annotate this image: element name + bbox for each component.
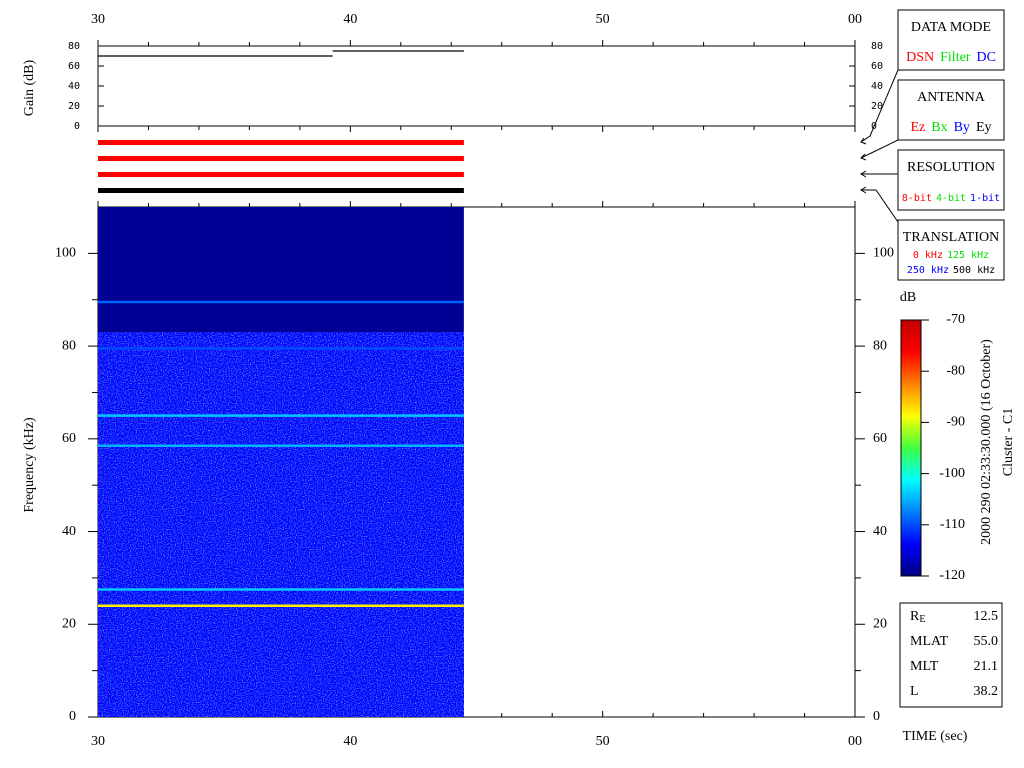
- legend-title: DATA MODE: [911, 20, 991, 35]
- y-tick-label: 60: [62, 431, 76, 446]
- y-tick-label: 60: [873, 431, 887, 446]
- legend-item: 8-bit: [902, 193, 932, 204]
- info-value: 55.0: [974, 634, 999, 649]
- legend-item: 4-bit: [936, 193, 966, 204]
- y-tick-label: 100: [55, 246, 76, 261]
- legend-box: [897, 9, 1005, 71]
- legend-row: 250 kHz 500 kHz: [907, 265, 995, 276]
- legend-item: Ey: [976, 120, 992, 135]
- colorbar-tick-label: -120: [939, 568, 965, 583]
- legend-item: 125 kHz: [947, 250, 989, 261]
- noise-texture: [98, 332, 464, 717]
- info-value: 12.5: [974, 609, 999, 624]
- legend-box: [897, 219, 1005, 281]
- colorbar-tick-label: -90: [946, 415, 965, 430]
- y-tick-label: 0: [74, 121, 80, 132]
- y-tick-label: 40: [873, 524, 887, 539]
- y-tick-label: 80: [871, 41, 883, 52]
- info-label: MLT: [910, 659, 939, 674]
- gain-frame: [97, 45, 856, 127]
- legend-title: RESOLUTION: [907, 160, 995, 175]
- colorbar-tick-label: -100: [939, 466, 965, 481]
- colorbar-label: dB: [900, 290, 916, 305]
- legend-item: 250 kHz: [907, 265, 949, 276]
- y-tick-label: 100: [873, 246, 894, 261]
- status-bar: [98, 140, 464, 145]
- info-label: L: [910, 684, 919, 699]
- legend-item: Bx: [931, 120, 947, 135]
- colorbar-tick-label: -70: [946, 312, 965, 327]
- legend-title: ANTENNA: [917, 90, 986, 105]
- info-label-text: R: [910, 609, 920, 624]
- legend-row: Ez Bx By Ey: [910, 120, 991, 135]
- info-label-text: MLAT: [910, 634, 949, 649]
- freq-axis-label: Frequency (kHz): [22, 417, 37, 513]
- legend-row: 8-bit 4-bit 1-bit: [902, 193, 1000, 204]
- legend-box: [897, 79, 1005, 141]
- legend-item: 1-bit: [970, 193, 1000, 204]
- y-tick-label: 40: [62, 524, 76, 539]
- time-axis-label: TIME (sec): [903, 729, 968, 744]
- x-tick-label: 50: [596, 12, 610, 27]
- y-tick-label: 40: [68, 81, 80, 92]
- info-value: 38.2: [974, 684, 999, 699]
- y-tick-label: 0: [871, 121, 877, 132]
- legend-row: DSN Filter DC: [906, 50, 996, 65]
- legend-title: TRANSLATION: [903, 230, 999, 245]
- y-tick-label: 80: [62, 338, 76, 353]
- status-bar: [98, 156, 464, 161]
- legend-arrows: [860, 69, 899, 223]
- y-tick-label: 60: [68, 61, 80, 72]
- info-label-text: L: [910, 684, 919, 699]
- legend-box: [897, 149, 1005, 211]
- y-tick-label: 60: [871, 61, 883, 72]
- x-tick-label: 00: [848, 12, 862, 27]
- info-label: RE: [910, 609, 925, 625]
- legend-item: Filter: [940, 50, 971, 65]
- x-tick-label: 40: [343, 734, 357, 749]
- spacecraft: Cluster - C1: [1001, 408, 1016, 476]
- x-tick-label: 30: [91, 734, 105, 749]
- x-tick-label: 30: [91, 12, 105, 27]
- legend-item: DC: [976, 50, 995, 65]
- colorbar: [900, 319, 922, 577]
- y-tick-label: 20: [873, 616, 887, 631]
- y-tick-label: 0: [873, 709, 880, 724]
- y-tick-label: 20: [62, 616, 76, 631]
- y-tick-label: 80: [68, 41, 80, 52]
- legend-item: DSN: [906, 50, 934, 65]
- y-tick-label: 80: [873, 338, 887, 353]
- info-box: [899, 602, 1003, 708]
- info-label: MLAT: [910, 634, 949, 649]
- info-value: 21.1: [974, 659, 999, 674]
- x-tick-label: 00: [848, 734, 862, 749]
- status-bar: [98, 172, 464, 177]
- status-bar: [98, 188, 464, 193]
- y-tick-label: 20: [68, 101, 80, 112]
- colorbar-tick-label: -110: [940, 517, 965, 532]
- colorbar-tick-label: -80: [946, 363, 965, 378]
- x-tick-label: 50: [596, 734, 610, 749]
- gain-axis-label: Gain (dB): [22, 59, 37, 116]
- y-tick-label: 0: [69, 709, 76, 724]
- info-subscript: E: [919, 614, 925, 625]
- legend-item: Ez: [910, 120, 925, 135]
- x-tick-label: 40: [343, 12, 357, 27]
- legend-item: 0 kHz: [913, 250, 943, 261]
- legend-item: 500 kHz: [953, 265, 995, 276]
- legend-item: By: [954, 120, 970, 135]
- legend-row: 0 kHz 125 kHz: [913, 250, 989, 261]
- y-tick-label: 20: [871, 101, 883, 112]
- info-label-text: MLT: [910, 659, 939, 674]
- timestamp: 2000 290 02:33:30.000 (16 October): [979, 339, 994, 545]
- y-tick-label: 40: [871, 81, 883, 92]
